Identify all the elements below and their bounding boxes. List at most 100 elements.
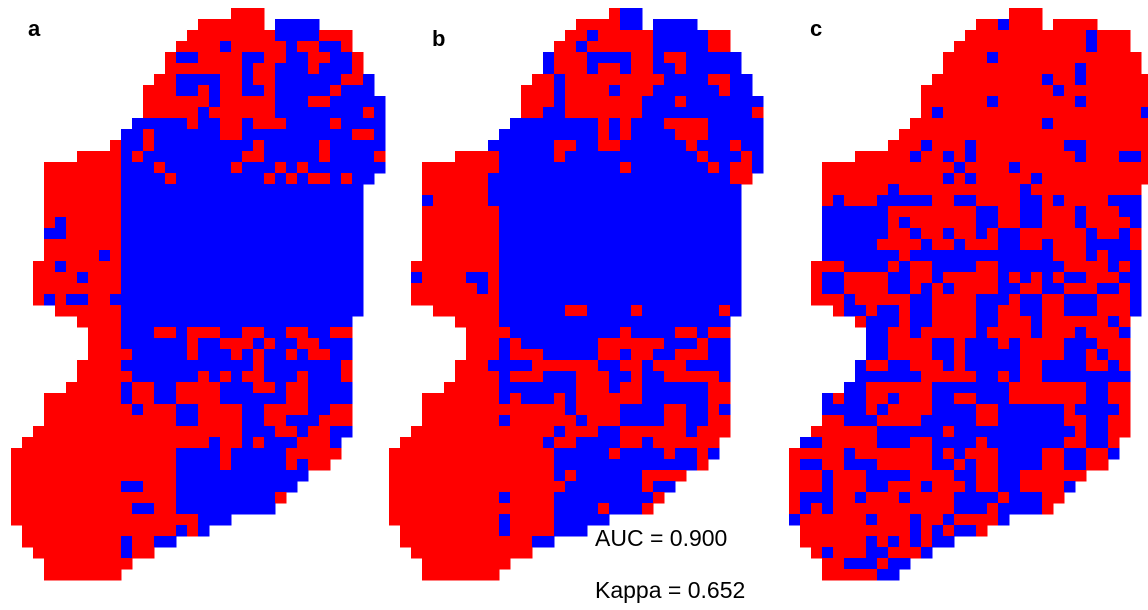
map-cell (1108, 272, 1120, 284)
map-cell (110, 536, 122, 548)
map-cell (888, 492, 900, 504)
map-cell (532, 85, 544, 97)
map-cell (88, 228, 100, 240)
map-cell (1064, 459, 1076, 471)
map-cell (132, 448, 144, 460)
map-cell (954, 63, 966, 75)
map-cell (1020, 52, 1032, 64)
map-cell (921, 338, 933, 350)
map-cell (264, 195, 276, 207)
map-cell (642, 349, 654, 361)
map-cell (466, 184, 478, 196)
map-cell (965, 305, 977, 317)
map-cell (297, 426, 309, 438)
map-cell (543, 327, 555, 339)
map-cell (899, 294, 911, 306)
map-cell (1108, 184, 1120, 196)
map-cell (1097, 74, 1109, 86)
map-cell (264, 74, 276, 86)
map-cell (1042, 52, 1054, 64)
map-cell (319, 228, 331, 240)
map-cell (220, 349, 232, 361)
map-cell (477, 459, 489, 471)
map-cell (253, 217, 265, 229)
map-cell (176, 173, 188, 185)
map-cell (488, 503, 500, 515)
map-cell (910, 140, 922, 152)
map-cell (99, 426, 111, 438)
map-cell (998, 30, 1010, 42)
map-cell (822, 404, 834, 416)
map-cell (822, 448, 834, 460)
map-cell (154, 349, 166, 361)
map-cell (866, 448, 878, 460)
map-cell (77, 151, 89, 163)
map-cell (88, 294, 100, 306)
map-cell (866, 327, 878, 339)
map-cell (352, 96, 364, 108)
map-cell (187, 228, 199, 240)
map-cell (598, 503, 610, 515)
map-cell (1119, 173, 1131, 185)
map-cell (242, 74, 254, 86)
map-cell (1086, 283, 1098, 295)
map-cell (686, 195, 698, 207)
map-cell (308, 382, 320, 394)
map-cell (422, 283, 434, 295)
map-cell (708, 305, 720, 317)
map-cell (833, 228, 845, 240)
map-cell (297, 184, 309, 196)
map-cell (954, 327, 966, 339)
map-cell (888, 437, 900, 449)
map-cell (532, 492, 544, 504)
map-cell (1064, 371, 1076, 383)
map-cell (1119, 305, 1131, 317)
map-cell (932, 327, 944, 339)
map-cell (143, 228, 155, 240)
map-cell (444, 162, 456, 174)
map-cell (631, 96, 643, 108)
map-cell (264, 118, 276, 130)
map-cell (943, 525, 955, 537)
map-cell (1042, 107, 1054, 119)
map-cell (965, 503, 977, 515)
map-cell (554, 294, 566, 306)
map-cell (110, 558, 122, 570)
map-cell (444, 569, 456, 581)
map-cell (286, 283, 298, 295)
map-cell (532, 360, 544, 372)
map-cell (576, 206, 588, 218)
map-cell (1031, 41, 1043, 53)
map-cell (477, 382, 489, 394)
map-cell (675, 393, 687, 405)
map-cell (741, 173, 753, 185)
map-cell (352, 250, 364, 262)
map-cell (631, 459, 643, 471)
map-cell (686, 239, 698, 251)
map-cell (976, 19, 988, 31)
map-cell (1009, 261, 1021, 273)
map-cell (855, 184, 867, 196)
map-cell (653, 437, 665, 449)
map-cell (1086, 294, 1098, 306)
map-cell (154, 426, 166, 438)
map-cell (686, 85, 698, 97)
map-cell (642, 52, 654, 64)
map-cell (554, 393, 566, 405)
map-cell (910, 195, 922, 207)
map-cell (1020, 162, 1032, 174)
map-cell (488, 283, 500, 295)
map-cell (499, 459, 511, 471)
map-cell (576, 118, 588, 130)
map-cell (1053, 393, 1065, 405)
map-cell (275, 52, 287, 64)
map-cell (44, 558, 56, 570)
map-cell (444, 382, 456, 394)
map-cell (954, 459, 966, 471)
map-cell (954, 41, 966, 53)
map-cell (231, 294, 243, 306)
map-cell (631, 195, 643, 207)
map-cell (330, 96, 342, 108)
map-cell (664, 30, 676, 42)
map-cell (499, 437, 511, 449)
